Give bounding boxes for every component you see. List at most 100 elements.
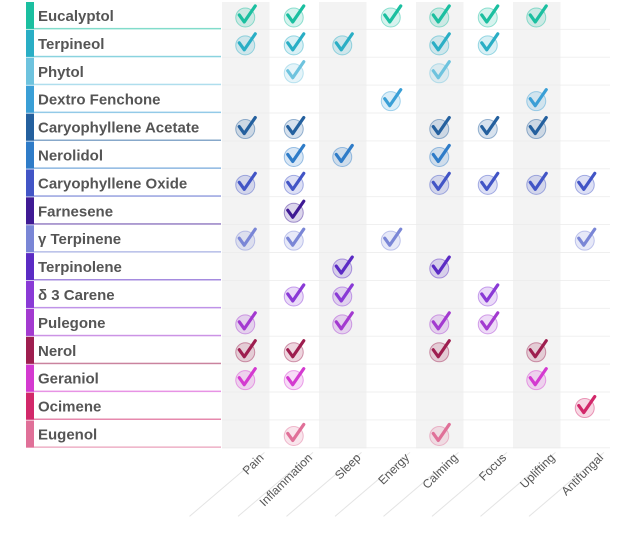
check-mark xyxy=(480,311,500,331)
check-icon xyxy=(477,32,500,56)
check-ring xyxy=(283,174,304,195)
check-icon xyxy=(235,339,257,363)
table-row: Farnesene xyxy=(26,197,610,225)
row-underline xyxy=(26,306,221,309)
check-ring xyxy=(380,91,401,112)
check-mark xyxy=(528,339,548,359)
check-icon xyxy=(283,32,306,56)
check-icon xyxy=(429,255,451,279)
table-row: Eucalyptol xyxy=(26,2,610,30)
check-icon xyxy=(235,4,257,28)
check-ring xyxy=(477,314,498,335)
check-icon xyxy=(283,422,306,446)
check-mark xyxy=(286,339,306,359)
check-mark xyxy=(334,143,354,164)
check-icon xyxy=(283,60,306,84)
check-icon xyxy=(235,32,257,56)
check-mark xyxy=(237,4,257,24)
check-icon xyxy=(235,227,257,251)
check-icon xyxy=(429,60,451,84)
check-icon xyxy=(283,171,306,195)
check-ring xyxy=(235,35,256,56)
check-ring xyxy=(429,342,450,363)
check-mark xyxy=(237,171,257,191)
check-icon xyxy=(283,227,306,251)
check-mark xyxy=(237,115,257,136)
check-ring xyxy=(574,398,595,419)
row-gridline xyxy=(222,447,610,449)
check-ring xyxy=(429,146,450,167)
check-ring xyxy=(283,342,304,363)
column-label: Uplifting xyxy=(517,451,558,492)
row-underline xyxy=(26,390,221,393)
row-color-marker xyxy=(26,57,34,85)
row-underline xyxy=(26,83,221,86)
row-label: Terpineol xyxy=(38,36,104,53)
check-mark xyxy=(528,115,548,136)
table-row: Geraniol xyxy=(26,364,610,393)
check-ring xyxy=(526,7,547,28)
check-ring xyxy=(283,63,304,84)
check-ring xyxy=(477,119,498,140)
table-row: δ 3 Carene xyxy=(26,281,610,309)
row-label: Nerolidol xyxy=(38,147,103,164)
column-guide xyxy=(528,452,605,517)
check-mark xyxy=(431,311,451,331)
check-mark xyxy=(577,394,597,415)
check-ring xyxy=(283,370,304,391)
row-color-marker xyxy=(26,253,34,280)
column-band xyxy=(513,2,561,449)
check-mark xyxy=(431,4,451,24)
check-ring xyxy=(283,35,304,56)
row-underline xyxy=(26,418,221,420)
check-icon xyxy=(283,115,306,140)
row-label: δ 3 Carene xyxy=(38,287,115,304)
check-ring xyxy=(380,7,401,28)
check-mark xyxy=(286,115,306,136)
row-gridline xyxy=(222,307,610,309)
check-mark xyxy=(286,143,306,164)
column-label: Focus xyxy=(476,451,509,484)
row-color-marker xyxy=(26,281,34,308)
check-mark xyxy=(286,199,306,219)
check-ring xyxy=(477,286,498,307)
check-icon xyxy=(526,367,548,391)
check-ring xyxy=(332,35,353,56)
check-ring xyxy=(477,7,498,28)
row-gridline xyxy=(222,391,610,393)
row-color-marker xyxy=(26,197,34,225)
check-mark xyxy=(286,32,306,52)
check-ring xyxy=(235,119,256,140)
check-icon xyxy=(283,4,306,28)
column-label: Energy xyxy=(375,451,412,488)
row-label: Phytol xyxy=(38,64,84,81)
column-guide xyxy=(286,452,362,517)
row-underline xyxy=(26,55,221,58)
check-mark xyxy=(237,367,257,387)
check-icon xyxy=(332,283,354,307)
row-label: Pulegone xyxy=(38,315,106,332)
check-mark xyxy=(286,4,306,24)
table-row: Caryophyllene Acetate xyxy=(26,113,610,142)
check-mark xyxy=(480,115,500,136)
row-underline xyxy=(26,27,221,30)
check-mark xyxy=(334,283,354,303)
check-icon xyxy=(380,88,403,112)
check-mark xyxy=(383,4,403,24)
check-mark xyxy=(286,367,306,387)
table-row: γ Terpinene xyxy=(26,225,610,253)
row-label: Geraniol xyxy=(38,371,99,388)
row-color-marker xyxy=(26,85,34,113)
check-icon xyxy=(235,367,257,391)
table-row: Dextro Fenchone xyxy=(26,85,610,114)
check-icon xyxy=(477,115,500,140)
column-label: Calming xyxy=(420,451,461,492)
column-guide xyxy=(237,452,314,517)
column-guide xyxy=(334,452,411,517)
table-row: Ocimene xyxy=(26,392,610,421)
row-color-marker xyxy=(26,141,34,169)
check-mark xyxy=(431,255,451,275)
check-ring xyxy=(477,174,498,195)
check-icon xyxy=(574,227,597,251)
check-mark xyxy=(237,227,257,247)
